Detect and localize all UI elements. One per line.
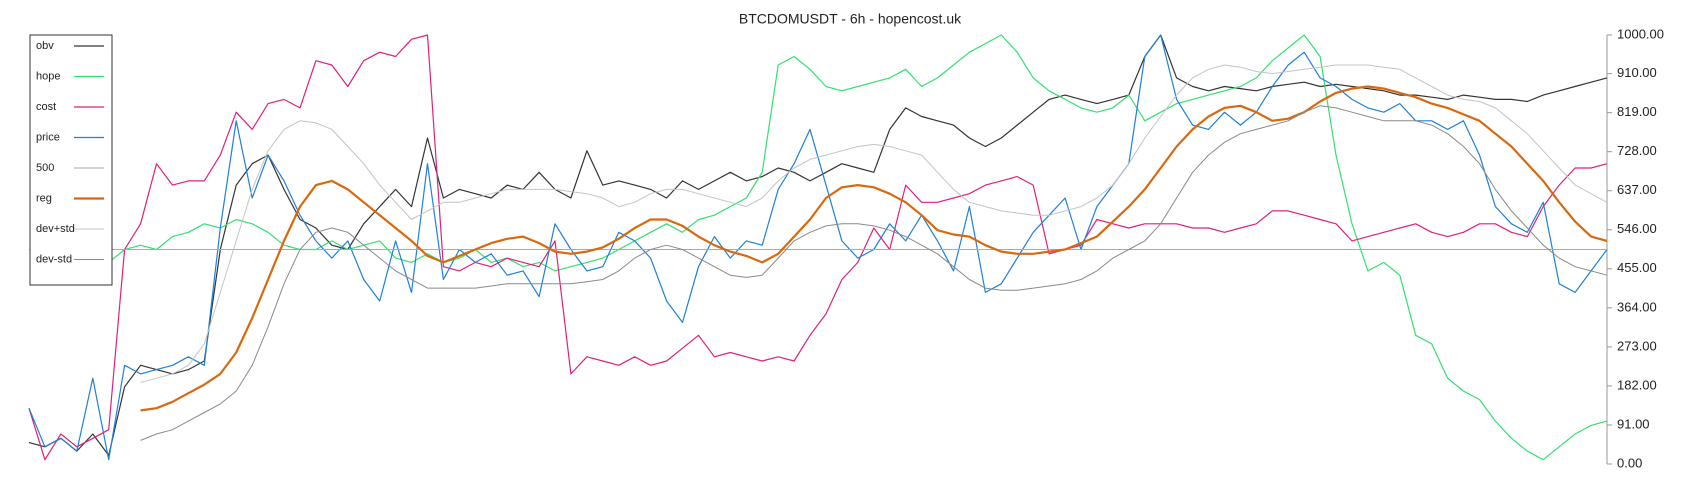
series-line	[108, 34, 1608, 461]
legend-label: 500	[36, 162, 54, 174]
series-line	[28, 34, 1608, 461]
series-line	[28, 34, 1608, 461]
y-tick-label: 0.00	[1617, 455, 1642, 470]
legend: obv hope cost price 500 reg dev+std dev-std	[29, 34, 113, 286]
y-tick-label: 364.00	[1617, 299, 1657, 314]
y-tick-label: 1000.00	[1617, 26, 1664, 41]
y-tick-label: 546.00	[1617, 221, 1657, 236]
y-tick-label: 455.00	[1617, 260, 1657, 275]
legend-label: reg	[36, 192, 52, 204]
y-tick-label: 910.00	[1617, 65, 1657, 80]
series-line	[140, 105, 1608, 441]
legend-label: dev+std	[36, 223, 75, 235]
y-tick-label: 637.00	[1617, 182, 1657, 197]
legend-label: price	[36, 131, 60, 143]
legend-label: hope	[36, 70, 60, 82]
y-tick-label: 728.00	[1617, 143, 1657, 158]
legend-label: obv	[36, 40, 54, 52]
series-line	[140, 85, 1608, 412]
legend-label: dev-std	[36, 253, 72, 265]
series-line	[28, 34, 1608, 456]
y-tick-label: 91.00	[1617, 416, 1650, 431]
y-tick-label: 273.00	[1617, 338, 1657, 353]
legend-label: cost	[36, 101, 56, 113]
series-line	[140, 64, 1608, 383]
y-tick-label: 819.00	[1617, 104, 1657, 119]
chart-title: BTCDOMUSDT - 6h - hopencost.uk	[739, 11, 962, 27]
y-tick-label: 182.00	[1617, 377, 1657, 392]
